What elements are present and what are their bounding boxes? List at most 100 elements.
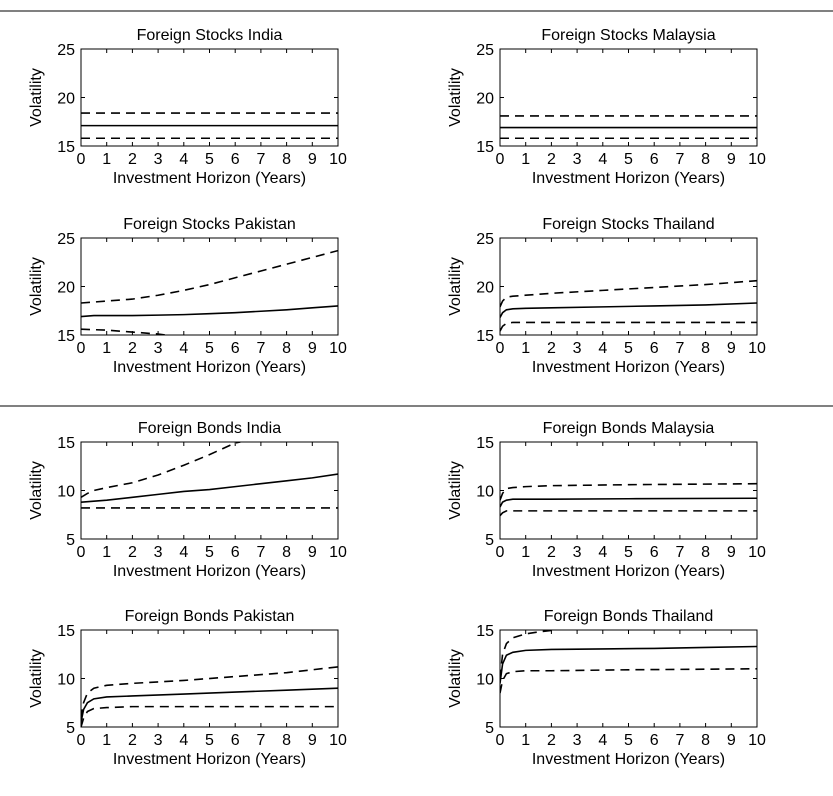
x-tick-label: 4 (179, 732, 188, 749)
plot-frame (499, 48, 758, 147)
x-tick-label: 0 (77, 340, 86, 357)
x-tick-label: 2 (547, 151, 556, 168)
panel-title: Foreign Stocks Pakistan (123, 216, 296, 233)
plot-frame (499, 237, 758, 336)
plot-frame (80, 48, 339, 147)
y-tick-label: 15 (476, 328, 494, 345)
x-tick-label: 9 (727, 732, 736, 749)
series-line-estimate (81, 687, 338, 723)
x-tick-label: 4 (179, 340, 188, 357)
y-tick-label: 20 (57, 91, 75, 108)
x-axis-label: Investment Horizon (Years) (532, 170, 725, 187)
x-tick-label: 7 (675, 732, 684, 749)
series-line-band (500, 630, 555, 679)
x-tick-label: 6 (650, 732, 659, 749)
series-line-band (500, 482, 757, 501)
series-line-band (81, 442, 241, 498)
y-axis-label: Volatility (28, 257, 45, 316)
x-tick-label: 4 (179, 151, 188, 168)
x-tick-label: 5 (205, 732, 214, 749)
series-line-estimate (500, 302, 757, 318)
x-tick-label: 3 (573, 340, 582, 357)
panel-3: Foreign Stocks Pakistan 0 1 2 3 4 5 6 7 8 9 10 15 20 2… (28, 216, 347, 376)
x-tick-label: 10 (329, 151, 347, 168)
plot-frame (80, 237, 339, 336)
series-line-estimate (81, 473, 338, 503)
x-tick-label: 1 (521, 544, 530, 561)
panel-title: Foreign Stocks India (137, 27, 283, 44)
x-axis-label: Investment Horizon (Years) (113, 359, 306, 376)
series-line-band (81, 328, 166, 335)
panel-title: Foreign Bonds India (138, 420, 281, 437)
x-tick-label: 9 (308, 732, 317, 749)
x-tick-label: 0 (77, 732, 86, 749)
series-line-estimate (500, 645, 757, 684)
x-tick-label: 0 (496, 544, 505, 561)
plot-frame (499, 441, 758, 540)
x-tick-label: 8 (701, 732, 710, 749)
y-axis-label: Volatility (28, 68, 45, 127)
x-tick-label: 2 (128, 340, 137, 357)
x-tick-label: 5 (205, 340, 214, 357)
x-tick-label: 1 (102, 732, 111, 749)
x-tick-label: 2 (547, 732, 556, 749)
x-tick-label: 7 (256, 151, 265, 168)
y-tick-label: 20 (57, 280, 75, 297)
x-tick-label: 4 (598, 151, 607, 168)
x-tick-label: 2 (547, 340, 556, 357)
x-tick-label: 5 (624, 544, 633, 561)
x-tick-label: 5 (205, 151, 214, 168)
panel-4: Foreign Stocks Thailand 0 1 2 3 4 5 6 7 8 9 10 15 20 2… (447, 216, 766, 376)
x-tick-label: 7 (675, 544, 684, 561)
x-tick-label: 10 (748, 151, 766, 168)
x-tick-label: 5 (205, 544, 214, 561)
x-tick-label: 3 (154, 340, 163, 357)
x-tick-label: 10 (748, 732, 766, 749)
x-tick-label: 8 (282, 732, 291, 749)
x-tick-label: 8 (282, 151, 291, 168)
panel-title: Foreign Bonds Malaysia (543, 420, 715, 437)
y-tick-label: 5 (485, 720, 494, 737)
x-tick-label: 9 (308, 544, 317, 561)
panel-title: Foreign Bonds Pakistan (125, 608, 295, 625)
x-tick-label: 2 (128, 151, 137, 168)
x-tick-label: 4 (179, 544, 188, 561)
x-tick-label: 4 (598, 340, 607, 357)
x-tick-label: 3 (573, 151, 582, 168)
x-tick-label: 9 (308, 340, 317, 357)
x-tick-label: 0 (496, 732, 505, 749)
x-tick-label: 3 (573, 544, 582, 561)
y-tick-label: 25 (476, 231, 494, 248)
series-line-band (500, 321, 757, 332)
x-axis-label: Investment Horizon (Years) (532, 563, 725, 580)
y-tick-label: 15 (57, 328, 75, 345)
x-tick-label: 9 (727, 151, 736, 168)
x-tick-label: 6 (231, 151, 240, 168)
x-tick-label: 7 (675, 340, 684, 357)
y-tick-label: 10 (57, 484, 75, 501)
series-line-estimate (81, 305, 338, 318)
x-tick-label: 10 (329, 544, 347, 561)
y-axis-label: Volatility (28, 649, 45, 708)
y-axis-label: Volatility (447, 68, 464, 127)
panel-title: Foreign Stocks Malaysia (541, 27, 715, 44)
x-tick-label: 6 (650, 151, 659, 168)
x-tick-label: 8 (282, 544, 291, 561)
y-tick-label: 15 (476, 435, 494, 452)
y-axis-label: Volatility (447, 649, 464, 708)
series-line-band (500, 668, 757, 694)
x-tick-label: 4 (598, 732, 607, 749)
y-tick-label: 10 (476, 672, 494, 689)
y-tick-label: 25 (57, 42, 75, 59)
x-tick-label: 10 (748, 340, 766, 357)
y-tick-label: 15 (57, 435, 75, 452)
panel-1: Foreign Stocks India 0 1 2 3 4 5 6 7 8 9 10 15 20 25 In… (28, 27, 347, 187)
panel-title: Foreign Bonds Thailand (544, 608, 714, 625)
x-tick-label: 6 (231, 340, 240, 357)
x-tick-label: 2 (128, 544, 137, 561)
plot-frame (80, 441, 339, 540)
x-tick-label: 2 (128, 732, 137, 749)
